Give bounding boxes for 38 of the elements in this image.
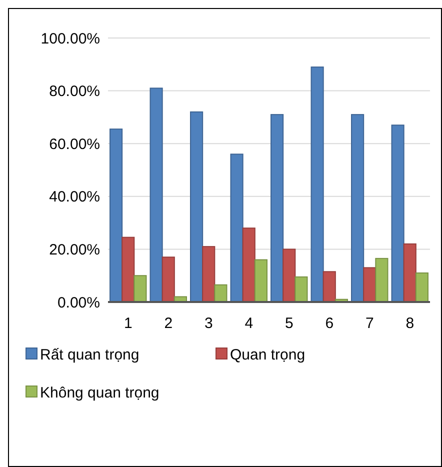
x-tick-label: 3	[204, 315, 213, 332]
x-tick-label: 2	[164, 315, 173, 332]
y-tick-label: 100.00%	[40, 30, 100, 48]
bar	[190, 111, 204, 302]
bar	[162, 256, 175, 302]
bar	[310, 66, 324, 302]
x-tick-label: 8	[406, 315, 414, 332]
bar	[122, 236, 135, 302]
bar	[294, 276, 308, 302]
bar	[270, 114, 284, 302]
bar	[202, 246, 216, 302]
x-tick-label: 5	[284, 315, 294, 332]
bar	[150, 88, 163, 302]
y-tick-label: 0.00%	[57, 294, 100, 312]
bar	[214, 284, 228, 302]
x-tick-label: 4	[244, 315, 254, 332]
x-tick-label: 6	[325, 315, 334, 332]
bar	[254, 259, 268, 302]
bar	[351, 114, 364, 302]
y-tick-label: 20.00%	[49, 241, 100, 258]
bar	[282, 248, 296, 302]
bar	[110, 128, 123, 302]
bar	[134, 275, 147, 302]
y-tick-label: 60.00%	[49, 136, 100, 153]
y-tick-label: 80.00%	[49, 83, 100, 100]
bar	[230, 154, 244, 302]
y-tick-label: 40.00%	[49, 188, 100, 206]
bar	[375, 258, 388, 302]
bar	[403, 243, 416, 302]
x-tick-label: 7	[365, 315, 374, 332]
x-tick-label: 1	[124, 315, 132, 332]
bar	[242, 228, 256, 302]
legend-label: Quan trọng	[230, 346, 306, 364]
legend-label: Rất quan trọng	[40, 346, 140, 364]
bar	[415, 272, 428, 302]
legend-label: Không quan trọng	[40, 384, 160, 402]
bar	[322, 271, 336, 302]
bar	[391, 124, 404, 302]
